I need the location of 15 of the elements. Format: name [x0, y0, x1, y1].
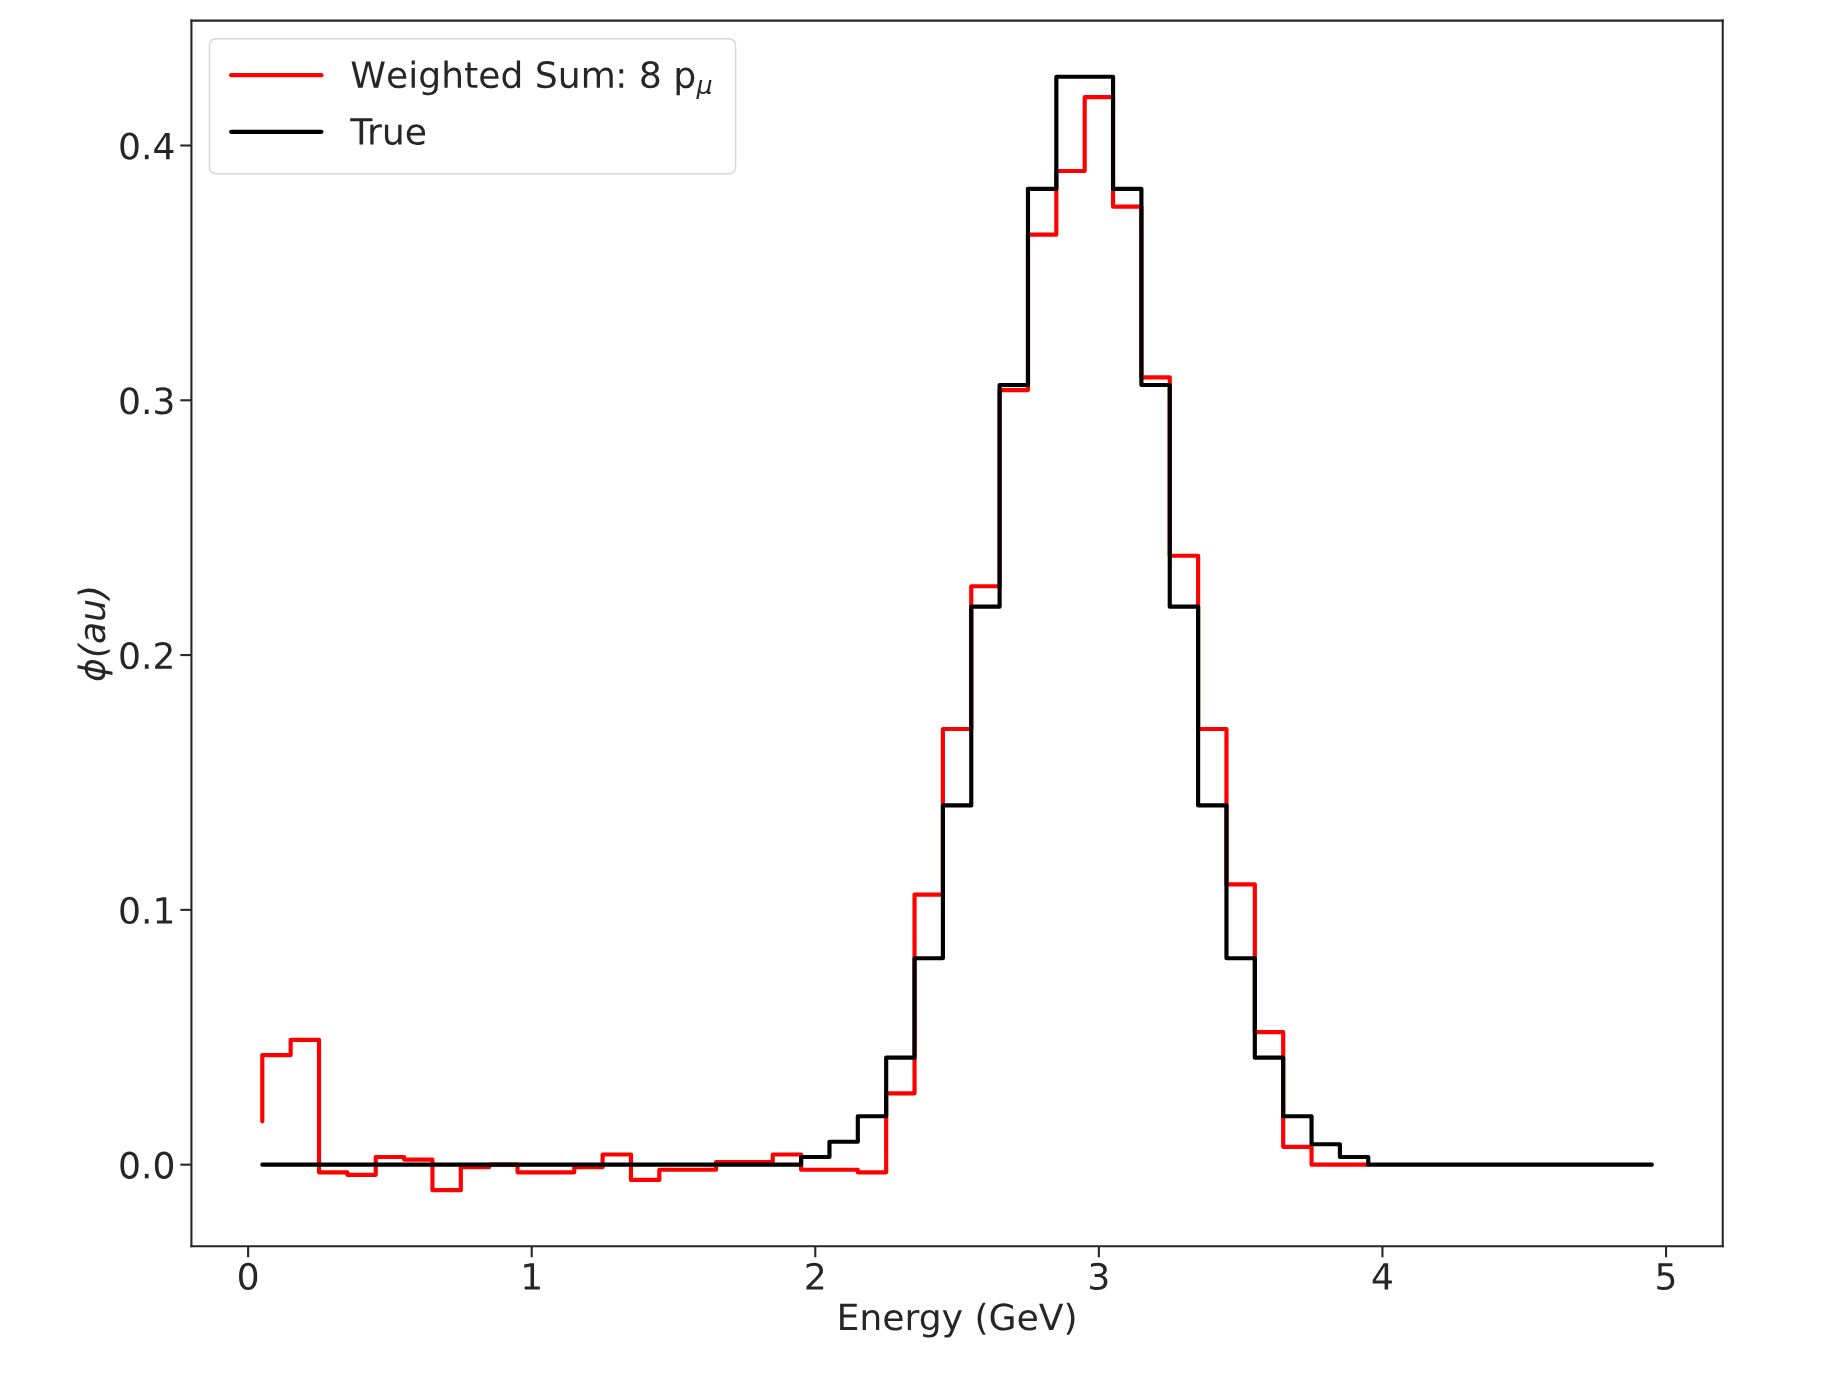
- legend-label: True: [350, 118, 426, 146]
- y-tick-label: 0.4: [120, 132, 174, 160]
- y-axis-title: ϕ(au): [77, 588, 113, 681]
- y-tick-label: 0.3: [120, 387, 173, 415]
- x-tick-label: 5: [1657, 1263, 1675, 1291]
- x-axis-title: Energy (GeV): [840, 1302, 1075, 1338]
- y-tick-label: 0.1: [120, 896, 173, 925]
- x-tick-label: 4: [1372, 1263, 1392, 1290]
- y-tick-label: 0.0: [120, 1151, 174, 1179]
- y-tick-label: 0.2: [120, 642, 172, 670]
- x-tick-label: 2: [806, 1262, 824, 1290]
- legend-label: Weighted Sum: 8 p$_{μ}$: [351, 60, 712, 99]
- x-tick-label: 3: [1090, 1262, 1108, 1291]
- x-tick-label: 0: [239, 1262, 258, 1291]
- x-tick-label: 1: [524, 1263, 540, 1290]
